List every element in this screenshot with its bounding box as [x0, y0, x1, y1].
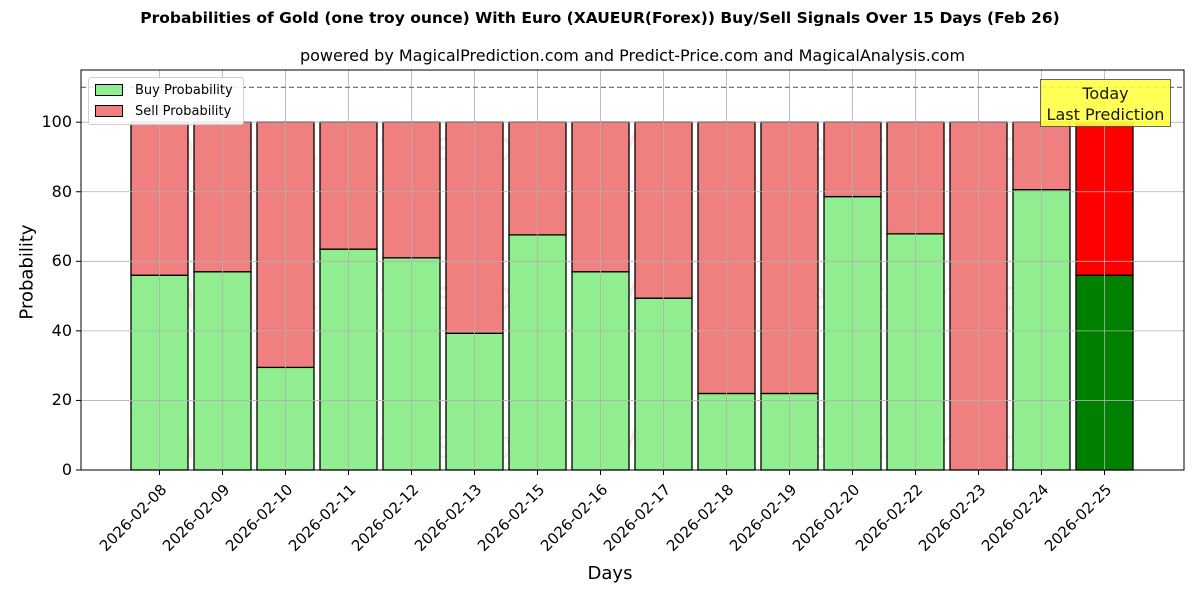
y-tick-label: 60 [51, 251, 72, 271]
today-label: Today [1082, 84, 1129, 103]
legend-item-sell: Sell Probability [95, 102, 231, 120]
legend-label-sell: Sell Probability [135, 103, 232, 119]
plot-frame [80, 69, 1185, 471]
x-axis-label: Days [587, 563, 633, 584]
today-annotation: Today Last Prediction [1040, 79, 1171, 127]
y-tick-label: 20 [51, 390, 72, 410]
buy-swatch-icon [95, 84, 123, 96]
chart-title: Probabilities of Gold (one troy ounce) W… [140, 9, 1060, 27]
chart-subtitle: powered by MagicalPrediction.com and Pre… [299, 46, 966, 65]
legend-label-buy: Buy Probability [135, 82, 233, 98]
legend: Buy Probability Sell Probability [88, 77, 244, 125]
y-tick-label: 80 [51, 181, 72, 201]
last-prediction-label: Last Prediction [1046, 105, 1165, 124]
y-tick-label: 100 [41, 112, 72, 132]
sell-swatch-icon [95, 105, 123, 117]
legend-item-buy: Buy Probability [95, 81, 233, 99]
y-axis-label: Probability [16, 224, 38, 320]
y-tick-label: 0 [61, 460, 72, 479]
y-tick-label: 40 [51, 320, 72, 340]
